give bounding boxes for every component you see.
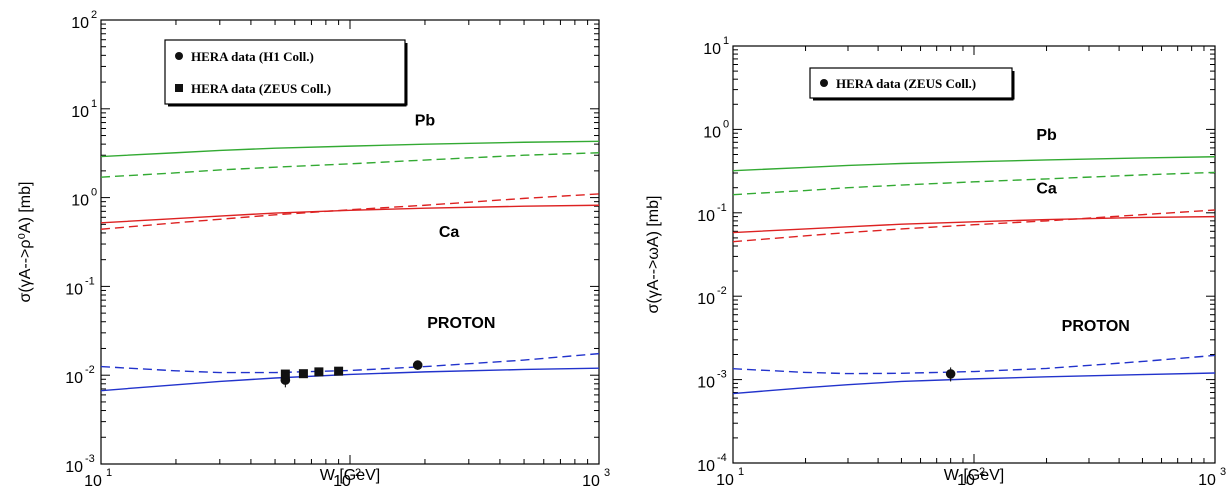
x-tick-exponent: 3 <box>604 467 610 479</box>
legend-box <box>164 39 406 105</box>
y-axis-label: σ(γA-->ρ⁰A) [mb] <box>17 182 34 303</box>
y-tick-exponent: -2 <box>85 364 95 376</box>
series-line <box>101 352 599 374</box>
y-tick-label: 10 <box>703 124 721 141</box>
data-point-circle <box>945 369 956 379</box>
y-tick-label: 10 <box>697 458 715 475</box>
y-tick-exponent: 1 <box>91 98 97 110</box>
series-line <box>101 140 599 158</box>
y-tick-label: 10 <box>65 459 83 476</box>
legend-box <box>809 67 1013 99</box>
curve-label: Ca <box>439 224 460 241</box>
x-tick-label: 10 <box>84 473 102 489</box>
y-tick-label: 10 <box>697 375 715 392</box>
y-tick-exponent: -3 <box>85 453 95 465</box>
data-point-square <box>314 367 324 377</box>
data-point-square <box>298 369 308 379</box>
x-tick-label: 10 <box>582 473 600 489</box>
curve-label: Ca <box>1036 181 1057 198</box>
series-line <box>101 193 599 230</box>
y-tick-exponent: 2 <box>91 9 97 21</box>
curve-label: Pb <box>1036 127 1057 144</box>
y-tick-exponent: 0 <box>723 118 729 130</box>
x-tick-label: 10 <box>1198 472 1216 489</box>
x-tick-exponent: 1 <box>738 466 744 478</box>
y-tick-exponent: 1 <box>723 35 729 47</box>
data-point-square <box>280 369 290 379</box>
rho-cross-section-chart: 10 1 10 2 10 310 -310 -210 -110 010 110 2W [GeV]σ(γ… <box>17 9 610 489</box>
y-tick-exponent: -3 <box>717 369 727 381</box>
omega-cross-section-chart: 10 1 10 2 10 310 -410 -310 -210 -110 010 1W [GeV]σ(… <box>645 35 1226 489</box>
data-point-circle <box>412 360 423 370</box>
legend-marker-square <box>175 84 183 92</box>
series-line <box>733 171 1215 196</box>
y-tick-exponent: -1 <box>717 202 727 214</box>
y-tick-label: 10 <box>65 281 83 298</box>
y-tick-exponent: -1 <box>85 275 95 287</box>
legend-entry: HERA data (ZEUS Coll.) <box>836 76 976 91</box>
x-tick-exponent: 3 <box>1220 466 1226 478</box>
y-axis-label: σ(γA-->ωA) [mb] <box>645 196 662 314</box>
x-tick-exponent: 1 <box>106 467 112 479</box>
series-line <box>733 156 1215 172</box>
y-tick-exponent: -4 <box>717 452 727 464</box>
y-tick-label: 10 <box>697 208 715 225</box>
x-axis-label: W [GeV] <box>320 467 380 484</box>
series-line <box>733 209 1215 243</box>
x-tick-exponent: 2 <box>979 466 985 478</box>
y-tick-exponent: 0 <box>91 187 97 199</box>
x-axis-label: W [GeV] <box>944 467 1004 484</box>
curve-label: PROTON <box>427 315 495 332</box>
x-tick-label: 10 <box>716 472 734 489</box>
y-tick-label: 10 <box>703 41 721 58</box>
legend-marker-circle <box>820 79 828 87</box>
data-point-square <box>334 366 344 376</box>
series-line <box>733 354 1215 375</box>
y-tick-exponent: -2 <box>717 285 727 297</box>
series-line <box>733 372 1215 395</box>
y-tick-label: 10 <box>697 291 715 308</box>
series-line <box>101 367 599 392</box>
x-tick-label: 10 <box>333 473 351 489</box>
legend-entry: HERA data (H1 Coll.) <box>191 49 314 64</box>
series-line <box>101 152 599 178</box>
curve-label: Pb <box>415 112 436 129</box>
legend-marker-circle <box>175 52 183 60</box>
y-tick-label: 10 <box>71 15 89 32</box>
y-tick-label: 10 <box>65 370 83 387</box>
legend-entry: HERA data (ZEUS Coll.) <box>191 81 331 96</box>
x-tick-exponent: 2 <box>355 467 361 479</box>
series-line <box>101 204 599 224</box>
y-tick-label: 10 <box>71 193 89 210</box>
series-line <box>733 215 1215 234</box>
curve-label: PROTON <box>1062 318 1130 335</box>
x-tick-label: 10 <box>957 472 975 489</box>
plot-frame <box>732 45 1216 464</box>
y-tick-label: 10 <box>71 104 89 121</box>
